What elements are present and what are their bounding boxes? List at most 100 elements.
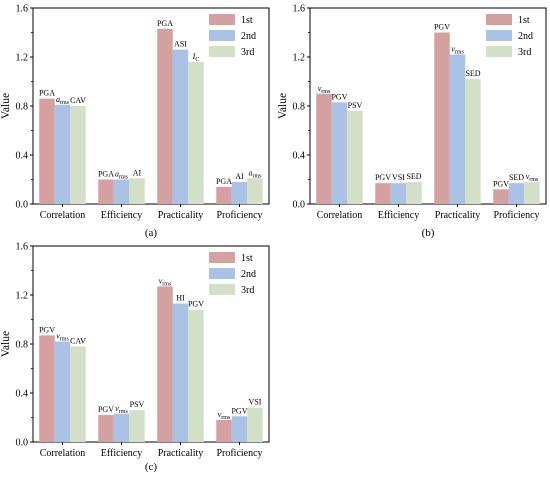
- bar: [390, 183, 407, 204]
- bar-label: SED: [406, 172, 421, 181]
- bar: [465, 79, 481, 204]
- bar: [231, 181, 248, 204]
- bar: [434, 32, 450, 204]
- y-tick-label: 0.8: [16, 102, 29, 113]
- bar: [188, 309, 204, 442]
- bar: [98, 415, 114, 442]
- x-tick-label: Proficiency: [216, 210, 262, 221]
- bar-label: SED: [465, 69, 480, 78]
- bar: [39, 98, 55, 204]
- bar: [524, 181, 540, 204]
- bar-label: vrms: [451, 45, 464, 56]
- bar: [216, 419, 232, 442]
- bar-label: CAV: [70, 96, 86, 105]
- x-tick-label: Practicality: [158, 210, 204, 221]
- bar: [129, 178, 145, 204]
- legend-swatch: [486, 46, 512, 57]
- legend-swatch: [209, 14, 235, 25]
- bar-label: PGV: [331, 92, 347, 101]
- bar-label: PGA: [98, 170, 114, 179]
- bar-label: vrms: [526, 172, 539, 183]
- x-tick-label: Proficiency: [493, 210, 539, 221]
- panel-label: (c): [145, 461, 158, 473]
- y-tick-label: 0.0: [16, 438, 29, 449]
- bar: [113, 413, 130, 442]
- x-tick-label: Efficiency: [101, 448, 142, 459]
- bar-label: arms: [115, 170, 129, 181]
- y-axis-title: Value: [277, 93, 289, 119]
- legend-swatch: [209, 30, 235, 41]
- bar: [449, 54, 466, 204]
- bar: [70, 106, 86, 204]
- y-tick-label: 1.6: [293, 4, 306, 15]
- bar-label: vrms: [56, 332, 69, 343]
- bar: [172, 49, 189, 205]
- x-tick-label: Correlation: [317, 210, 363, 221]
- y-tick-label: 1.6: [16, 242, 29, 253]
- bar: [216, 186, 232, 204]
- bar-label: PGV: [231, 406, 247, 415]
- bar-label: PGV: [188, 300, 204, 309]
- panel-label: (a): [145, 227, 158, 239]
- bar: [331, 102, 348, 204]
- bar: [406, 181, 422, 204]
- bar-label: HI: [176, 294, 185, 303]
- bar: [54, 104, 71, 204]
- bar-label: PSV: [348, 101, 363, 110]
- bar-label: vrms: [318, 84, 331, 95]
- bar: [54, 341, 71, 442]
- bar: [157, 28, 173, 205]
- y-tick-label: 0.0: [16, 200, 29, 211]
- legend-swatch: [209, 284, 235, 295]
- y-tick-label: 0.8: [16, 340, 29, 351]
- bar-label: arms: [56, 95, 70, 106]
- bar-label: AI: [235, 172, 244, 181]
- bar: [375, 183, 391, 204]
- y-tick-label: 0.8: [293, 102, 306, 113]
- bar: [231, 416, 248, 442]
- legend-label: 3rd: [518, 47, 531, 58]
- x-tick-label: Efficiency: [378, 210, 419, 221]
- bar-label: vrms: [159, 276, 172, 287]
- bar-label: VSI: [392, 173, 405, 182]
- bar: [247, 407, 263, 442]
- bar-label: PGV: [493, 179, 509, 188]
- legend-label: 1st: [241, 15, 253, 26]
- bar-label: PGA: [157, 19, 173, 28]
- y-axis-title: Value: [0, 331, 12, 357]
- bar: [98, 179, 114, 204]
- bar-label: PGV: [39, 325, 55, 334]
- legend-swatch: [209, 46, 235, 57]
- bar: [157, 286, 173, 442]
- legend-swatch: [209, 252, 235, 263]
- x-tick-label: Practicality: [435, 210, 481, 221]
- x-tick-label: Efficiency: [101, 210, 142, 221]
- bar-label: PGV: [98, 405, 114, 414]
- bar: [39, 335, 55, 442]
- bar-label: PGA: [216, 177, 232, 186]
- bar-label: IC: [192, 52, 200, 63]
- x-tick-label: Correlation: [40, 210, 86, 221]
- legend-label: 3rd: [241, 47, 254, 58]
- bar-label: SED: [509, 173, 524, 182]
- bar-label: CAV: [70, 336, 86, 345]
- bar-label: VSI: [249, 398, 262, 407]
- bar-label: PGV: [434, 23, 450, 32]
- bar-label: PGV: [375, 173, 391, 182]
- bar: [70, 346, 86, 442]
- panel-label: (b): [422, 227, 435, 239]
- legend-label: 2nd: [241, 31, 256, 42]
- bar-label: PGA: [39, 89, 55, 98]
- legend-label: 2nd: [518, 31, 533, 42]
- bar-label: AI: [133, 168, 142, 177]
- legend-label: 2nd: [241, 269, 256, 280]
- legend-label: 3rd: [241, 285, 254, 296]
- y-tick-label: 1.6: [16, 4, 29, 15]
- y-axis-title: Value: [0, 93, 12, 119]
- legend-swatch: [209, 268, 235, 279]
- bar: [129, 410, 145, 442]
- bar: [508, 183, 525, 204]
- bar: [188, 61, 204, 205]
